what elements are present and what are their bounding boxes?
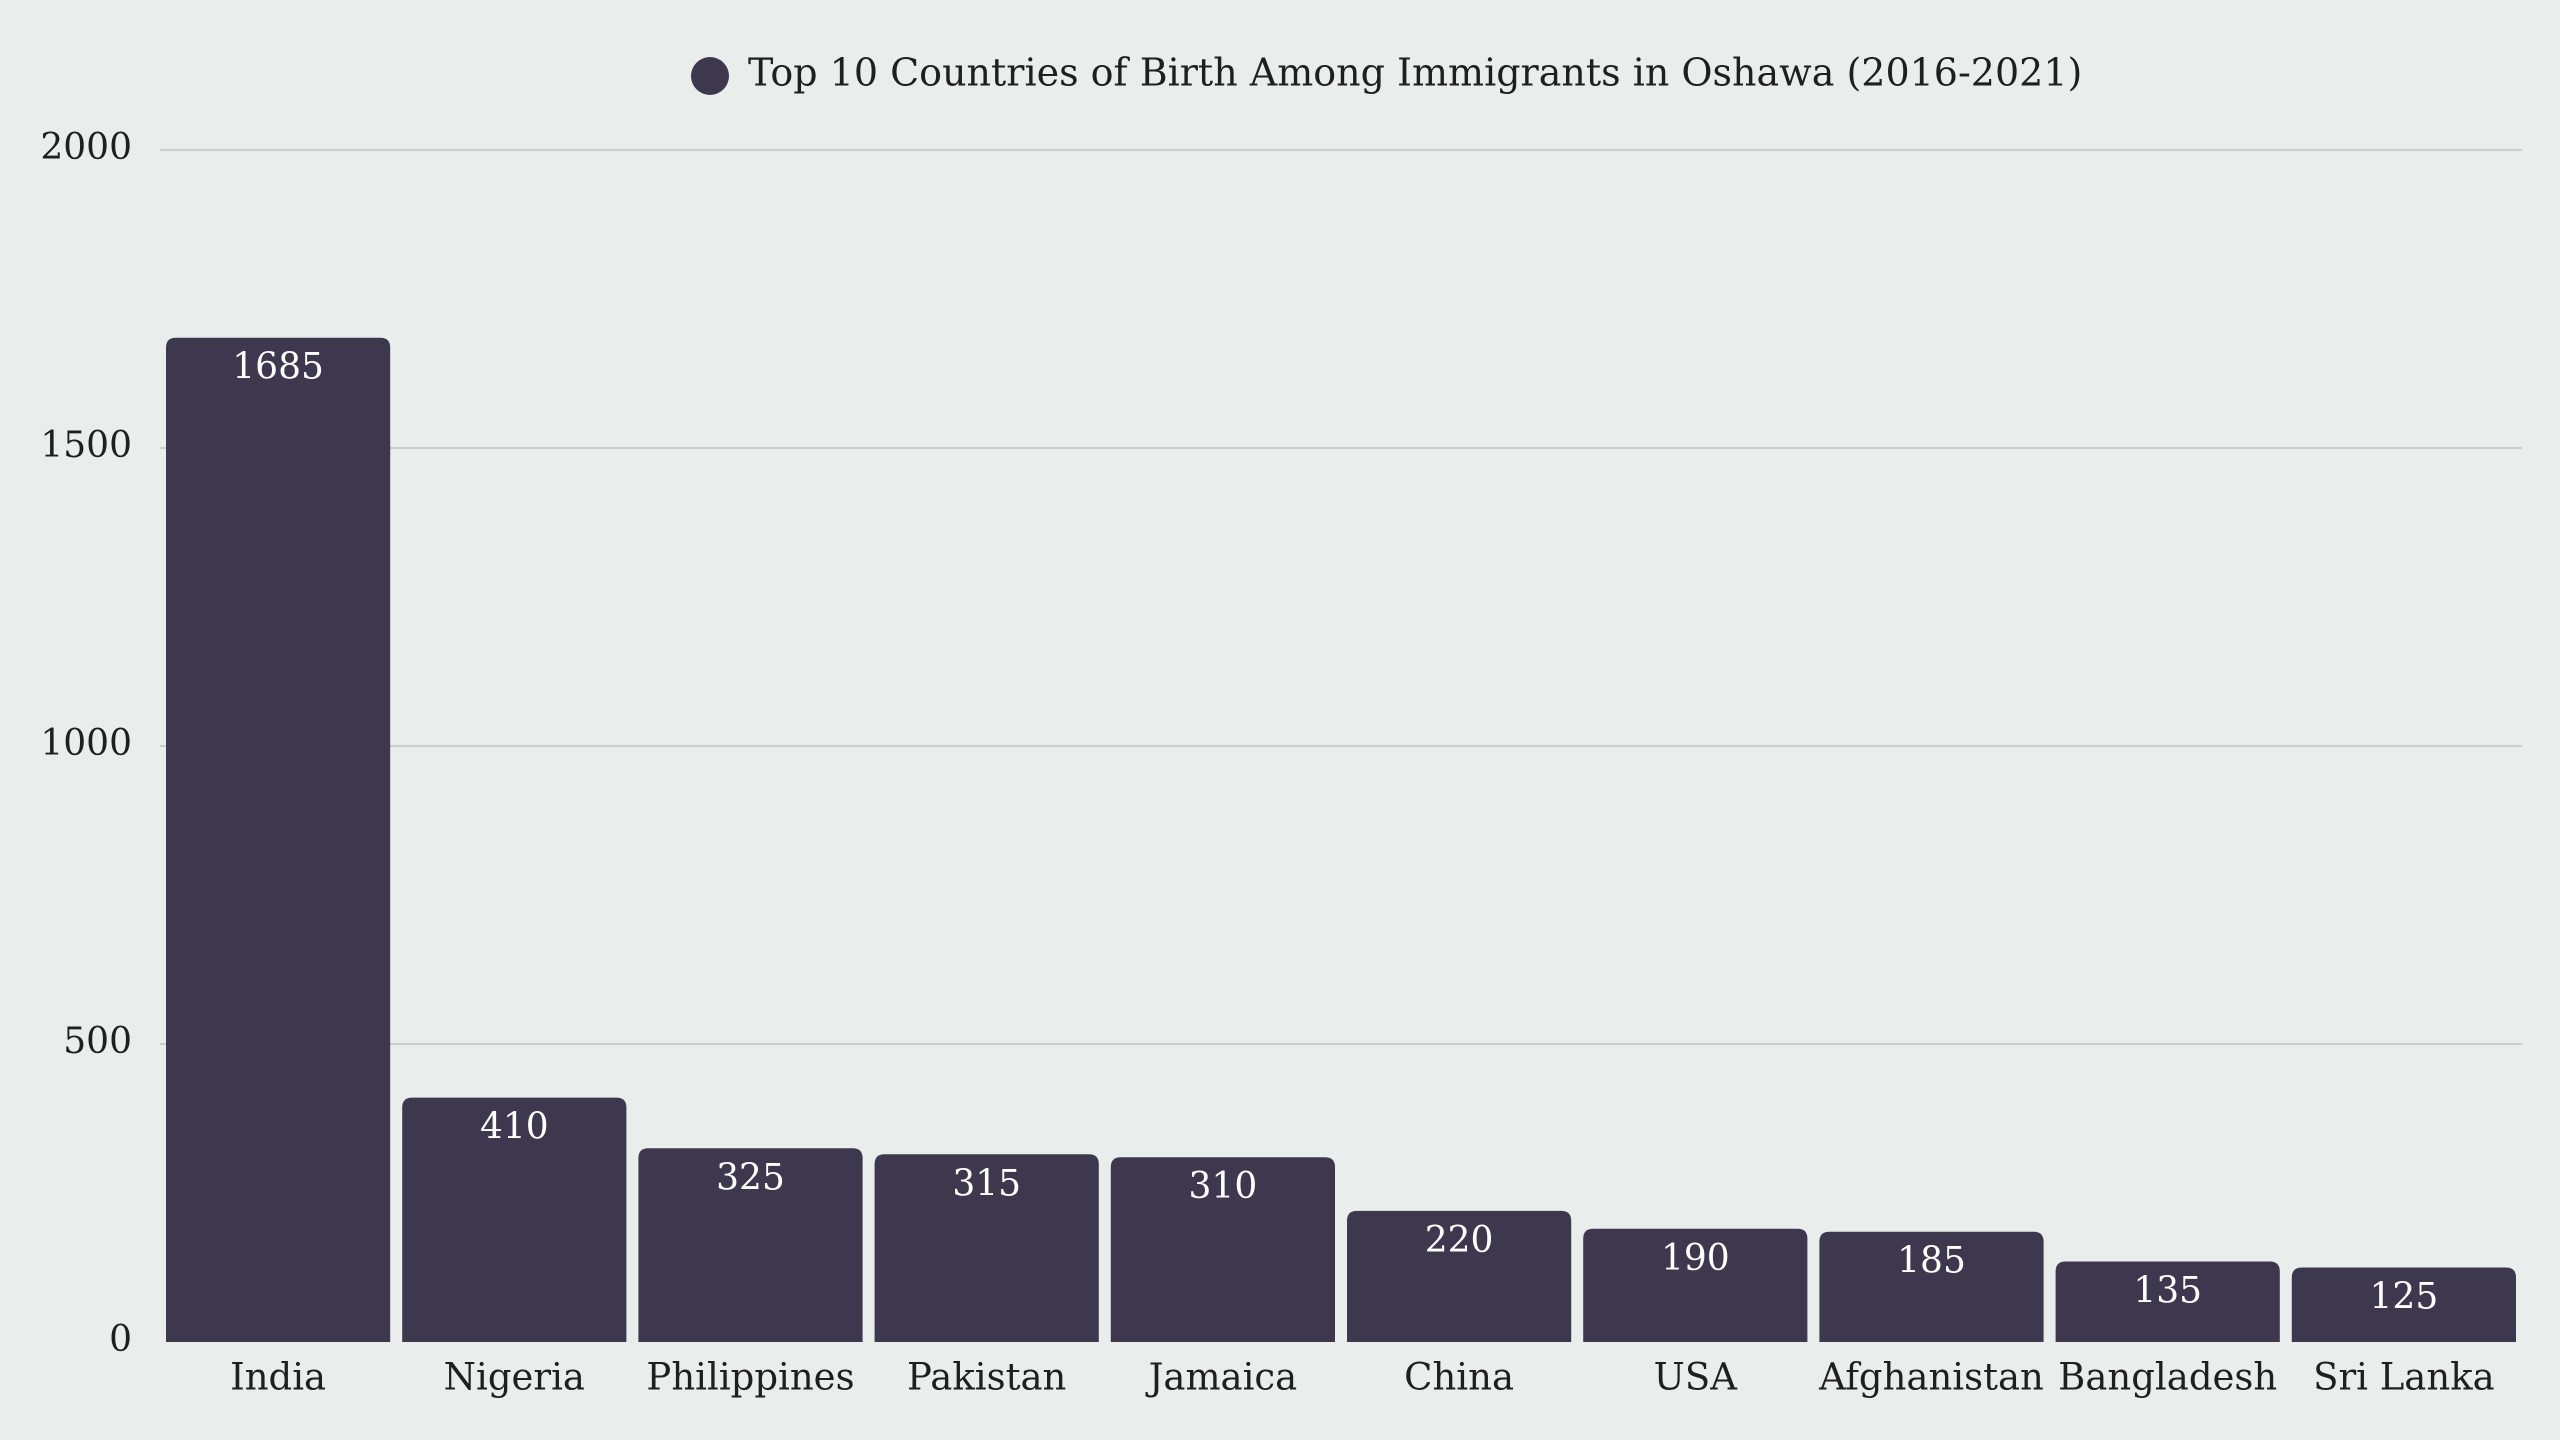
- bar-value-label: 185: [1897, 1241, 1966, 1282]
- bar-value-label: 315: [952, 1163, 1021, 1204]
- bar-china: [1347, 1210, 1572, 1342]
- bar-philippines: [638, 1148, 863, 1342]
- bar-sri-lanka: [2291, 1267, 2516, 1342]
- bar-value-label: 1685: [232, 347, 324, 388]
- bar-value-label: 310: [1189, 1166, 1258, 1207]
- bar-value-label: 135: [2133, 1271, 2202, 1312]
- bar-usa: [1583, 1228, 1808, 1342]
- bars: 1685 410 325 315 310 220 190 185 135 125: [166, 337, 2516, 1342]
- y-tick-label: 1000: [40, 723, 132, 764]
- x-tick-label: India: [230, 1356, 326, 1399]
- y-tick-label: 500: [63, 1021, 132, 1062]
- bar-value-label: 325: [716, 1157, 785, 1198]
- bar-afghanistan: [1819, 1231, 2044, 1342]
- x-tick-label: Sri Lanka: [2313, 1356, 2495, 1399]
- gridlines: [160, 149, 2522, 1045]
- x-tick-label: Philippines: [646, 1356, 854, 1399]
- x-axis: India Nigeria Philippines Pakistan Jamaica Ch…: [230, 1356, 2495, 1399]
- bar-india: [166, 337, 391, 1342]
- y-tick-label: 0: [109, 1319, 132, 1360]
- x-tick-label: China: [1404, 1356, 1514, 1399]
- y-tick-label: 1500: [40, 425, 132, 466]
- y-axis: 0 500 1000 1500 2000: [40, 127, 132, 1360]
- y-tick-label: 2000: [40, 127, 132, 168]
- legend-swatch: [691, 57, 729, 95]
- bar-value-label: 220: [1425, 1220, 1494, 1261]
- bar-nigeria: [402, 1097, 627, 1342]
- bar-jamaica: [1110, 1157, 1335, 1342]
- bar-bangladesh: [2055, 1261, 2280, 1342]
- x-tick-label: Pakistan: [907, 1356, 1066, 1399]
- x-tick-label: Jamaica: [1145, 1356, 1298, 1399]
- chart-legend: Top 10 Countries of Birth Among Immigran…: [691, 51, 2082, 95]
- bar-pakistan: [874, 1154, 1099, 1342]
- x-tick-label: USA: [1654, 1356, 1739, 1399]
- x-tick-label: Nigeria: [444, 1356, 585, 1399]
- legend-label: Top 10 Countries of Birth Among Immigran…: [748, 51, 2082, 95]
- bar-value-label: 410: [480, 1107, 549, 1148]
- bar-value-label: 190: [1661, 1238, 1730, 1279]
- x-tick-label: Bangladesh: [2058, 1356, 2277, 1399]
- x-tick-label: Afghanistan: [1818, 1356, 2044, 1399]
- bar-value-label: 125: [2370, 1277, 2439, 1318]
